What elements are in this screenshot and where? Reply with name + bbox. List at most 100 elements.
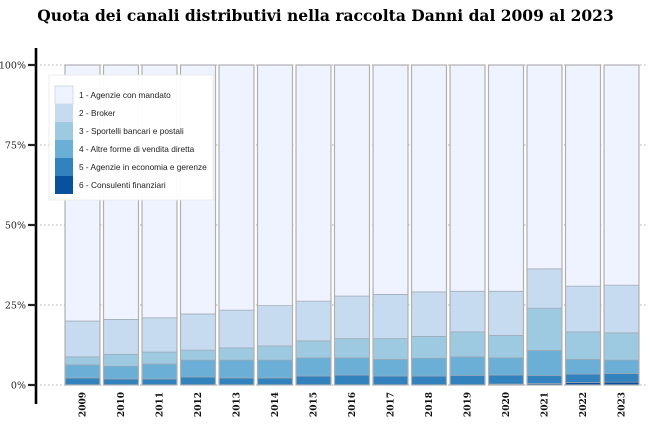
bar-stack-2020 [487, 64, 525, 386]
bar-segment [372, 375, 409, 386]
bar-segment [565, 331, 601, 360]
bar-segment [449, 290, 486, 333]
bar-outline [333, 64, 371, 386]
bar-segment [103, 353, 139, 367]
x-axis-labels: 2009 2010 2011 2012 2013 2014 2015 2016 2017 2018… [79, 392, 628, 417]
bar-segment [565, 373, 601, 383]
y-axis: 0% 25% 50% 75% 100% [0, 48, 38, 404]
bar-segment [64, 320, 101, 358]
bar-outline [64, 64, 101, 386]
x-tick-label: 2014 [271, 392, 281, 417]
x-tick-label: 2021 [541, 392, 551, 417]
bar-segment [372, 64, 409, 295]
legend-swatch [55, 176, 73, 194]
bar-segment [526, 64, 563, 270]
x-tick-label: 2011 [156, 392, 166, 417]
legend-label: 6 - Consulenti finanziari [79, 180, 166, 190]
legend-label: 1 - Agenzie con mandato [79, 90, 171, 100]
bar-segment [488, 64, 524, 292]
bar-stack-2016 [333, 64, 371, 386]
y-tick-label: 50% [5, 221, 26, 232]
bar-segment [372, 338, 409, 360]
bar-segment [141, 363, 178, 380]
bar-outline [410, 64, 448, 386]
bar-segment [218, 359, 255, 379]
bar-stack-2018 [410, 64, 448, 386]
bar-segment [295, 375, 332, 386]
bar-segment [603, 284, 640, 334]
bar-segment [603, 64, 640, 286]
bar-segment [334, 295, 370, 339]
y-tick-label: 0% [11, 381, 26, 392]
bar-segment [565, 285, 601, 333]
bar-segment [180, 359, 216, 378]
y-tick-label: 25% [5, 301, 26, 312]
bar-segment [411, 291, 447, 337]
legend-label: 4 - Altre forme di vendita diretta [79, 144, 195, 154]
bar-segment [295, 64, 332, 302]
bar-segment [257, 359, 293, 379]
bar-segment [218, 377, 255, 386]
legend-swatch [55, 158, 73, 176]
bar-outline [526, 64, 563, 386]
x-tick-label: 2009 [79, 392, 89, 417]
bar-segment [64, 356, 101, 366]
bar-segment [334, 64, 370, 297]
bar-segment [526, 307, 563, 351]
x-tick-label: 2023 [618, 392, 628, 417]
bar-segment [449, 356, 486, 376]
bar-segment [603, 332, 640, 361]
bar-segment [372, 294, 409, 339]
bar-segment [488, 335, 524, 359]
bar-segment [526, 350, 563, 376]
legend-label: 3 - Sportelli bancari e postali [79, 126, 184, 136]
legend-label: 5 - Agenzie in economia e gerenze [79, 162, 207, 172]
legend-swatch [55, 104, 73, 122]
bar-segment [64, 364, 101, 379]
bar-segment [257, 64, 293, 306]
y-tick-label: 75% [5, 141, 26, 152]
bar-segment [334, 374, 370, 386]
x-tick-label: 2013 [233, 392, 243, 417]
bar-segment [488, 290, 524, 336]
bar-segment [141, 378, 178, 386]
bar-segment [411, 336, 447, 359]
bar-segment [103, 319, 139, 355]
bar-segment [141, 317, 178, 353]
y-tick-label: 100% [0, 61, 26, 72]
bar-segment [565, 64, 601, 287]
bar-segment [488, 374, 524, 385]
chart-title: Quota dei canali distributivi nella racc… [37, 6, 614, 25]
bar-segment [257, 377, 293, 386]
bar-segment [141, 351, 178, 365]
bar-outline [487, 64, 525, 386]
legend-swatch [54, 85, 74, 105]
x-tick-label: 2015 [310, 392, 320, 417]
bar-segment [449, 64, 486, 292]
legend-box [48, 74, 214, 201]
bar-segment [295, 357, 332, 377]
bar-segment [180, 376, 216, 386]
bar-segment [218, 64, 255, 311]
x-tick-label: 2016 [348, 392, 358, 417]
bar-segment [64, 377, 101, 386]
bar-segment [411, 64, 447, 293]
bar-stack-2014 [256, 64, 294, 386]
bar-segment [449, 375, 486, 386]
bar-outline [256, 64, 294, 386]
bar-segment [218, 347, 255, 361]
bar-segment [180, 349, 216, 361]
bar-stack-2023 [603, 64, 640, 386]
x-tick-label: 2017 [387, 392, 397, 417]
bar-segment [103, 378, 139, 386]
bar-outline [564, 64, 602, 386]
legend-swatch [55, 140, 73, 158]
bar-outline [603, 64, 640, 386]
bar-segment [103, 365, 139, 380]
bar-segment [488, 357, 524, 376]
bar-segment [526, 268, 563, 309]
legend: 1 - Agenzie con mandato 2 - Broker 3 - Spo… [48, 74, 214, 201]
bar-segment [411, 357, 447, 377]
x-tick-label: 2012 [194, 392, 204, 417]
